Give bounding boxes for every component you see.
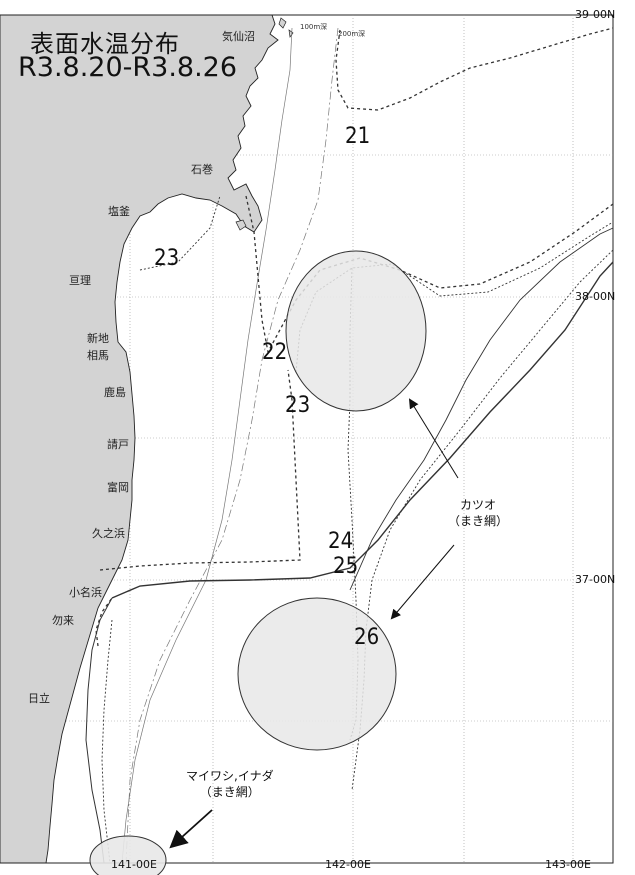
- fishing-label-maiwashi: マイワシ,イナダ （まき網）: [186, 768, 274, 800]
- fishing-label-katsuo: カツオ （まき網）: [448, 497, 508, 529]
- lat-tick-39n: 39-00N: [575, 8, 616, 21]
- place-hitachi: 日立: [28, 692, 50, 705]
- place-ishinomaki: 石巻: [191, 163, 213, 176]
- map-period: R3.8.20-R3.8.26: [18, 52, 238, 83]
- isotherm-label-21: 21: [345, 124, 371, 149]
- place-ukedo: 請戸: [107, 438, 129, 451]
- isotherm-24b: [95, 597, 113, 647]
- lon-tick-143e: 143-00E: [545, 858, 591, 871]
- arrow-maiwashi: [169, 809, 213, 849]
- depth-label-200m: 200m深: [338, 30, 366, 38]
- isotherm-25: [111, 261, 614, 599]
- isotherm-label-26: 26: [354, 625, 380, 650]
- fishing-area-katsuo-north: [285, 250, 427, 412]
- fishing-area-katsuo-south: [237, 597, 397, 751]
- lon-tick-142e: 142-00E: [325, 858, 371, 871]
- place-kesennuma: 気仙沼: [222, 30, 255, 43]
- fishing-areas: [89, 250, 427, 875]
- fishing-label-katsuo-species: カツオ: [460, 498, 497, 512]
- isotherm-label-23a: 23: [154, 246, 180, 271]
- lat-tick-37n: 37-00N: [575, 573, 616, 586]
- place-hisanohama: 久之浜: [92, 527, 125, 540]
- place-watari: 亘理: [69, 274, 91, 287]
- fishing-label-maiwashi-gear: （まき網）: [199, 785, 260, 799]
- depth-contours: [121, 27, 339, 864]
- place-nakoso: 勿来: [52, 614, 74, 627]
- fishing-label-katsuo-gear: （まき網）: [448, 514, 509, 528]
- fishing-area-maiwashi: [89, 835, 167, 875]
- land-tohoku: [0, 14, 279, 864]
- isotherm-label-25: 25: [333, 554, 359, 579]
- lon-tick-141e: 141-00E: [111, 858, 157, 871]
- isotherm-25c: [349, 227, 614, 591]
- arrow-katsuo-north: [408, 398, 459, 479]
- place-soma: 相馬: [87, 349, 109, 362]
- isotherm-25b: [85, 597, 113, 864]
- arrows: [169, 398, 459, 849]
- place-kashima: 鹿島: [104, 386, 126, 399]
- lat-tick-38n: 38-00N: [575, 290, 616, 303]
- isotherm-26b: [101, 619, 113, 864]
- islands: [235, 17, 294, 231]
- place-tomioka: 富岡: [107, 481, 129, 494]
- place-onahama: 小名浜: [69, 586, 102, 599]
- depth-label-100m: 100m深: [300, 23, 328, 31]
- isotherm-label-22: 22: [262, 340, 288, 365]
- isotherm-label-24: 24: [328, 529, 354, 554]
- map-title: 表面水温分布: [30, 30, 180, 58]
- place-shiogama: 塩釜: [108, 205, 130, 218]
- place-shinchi: 新地: [87, 332, 109, 345]
- arrow-katsuo-south: [390, 544, 455, 620]
- isotherm-label-23b: 23: [285, 393, 311, 418]
- fishing-label-maiwashi-species: マイワシ,イナダ: [186, 769, 274, 783]
- isotherm-21: [335, 27, 614, 111]
